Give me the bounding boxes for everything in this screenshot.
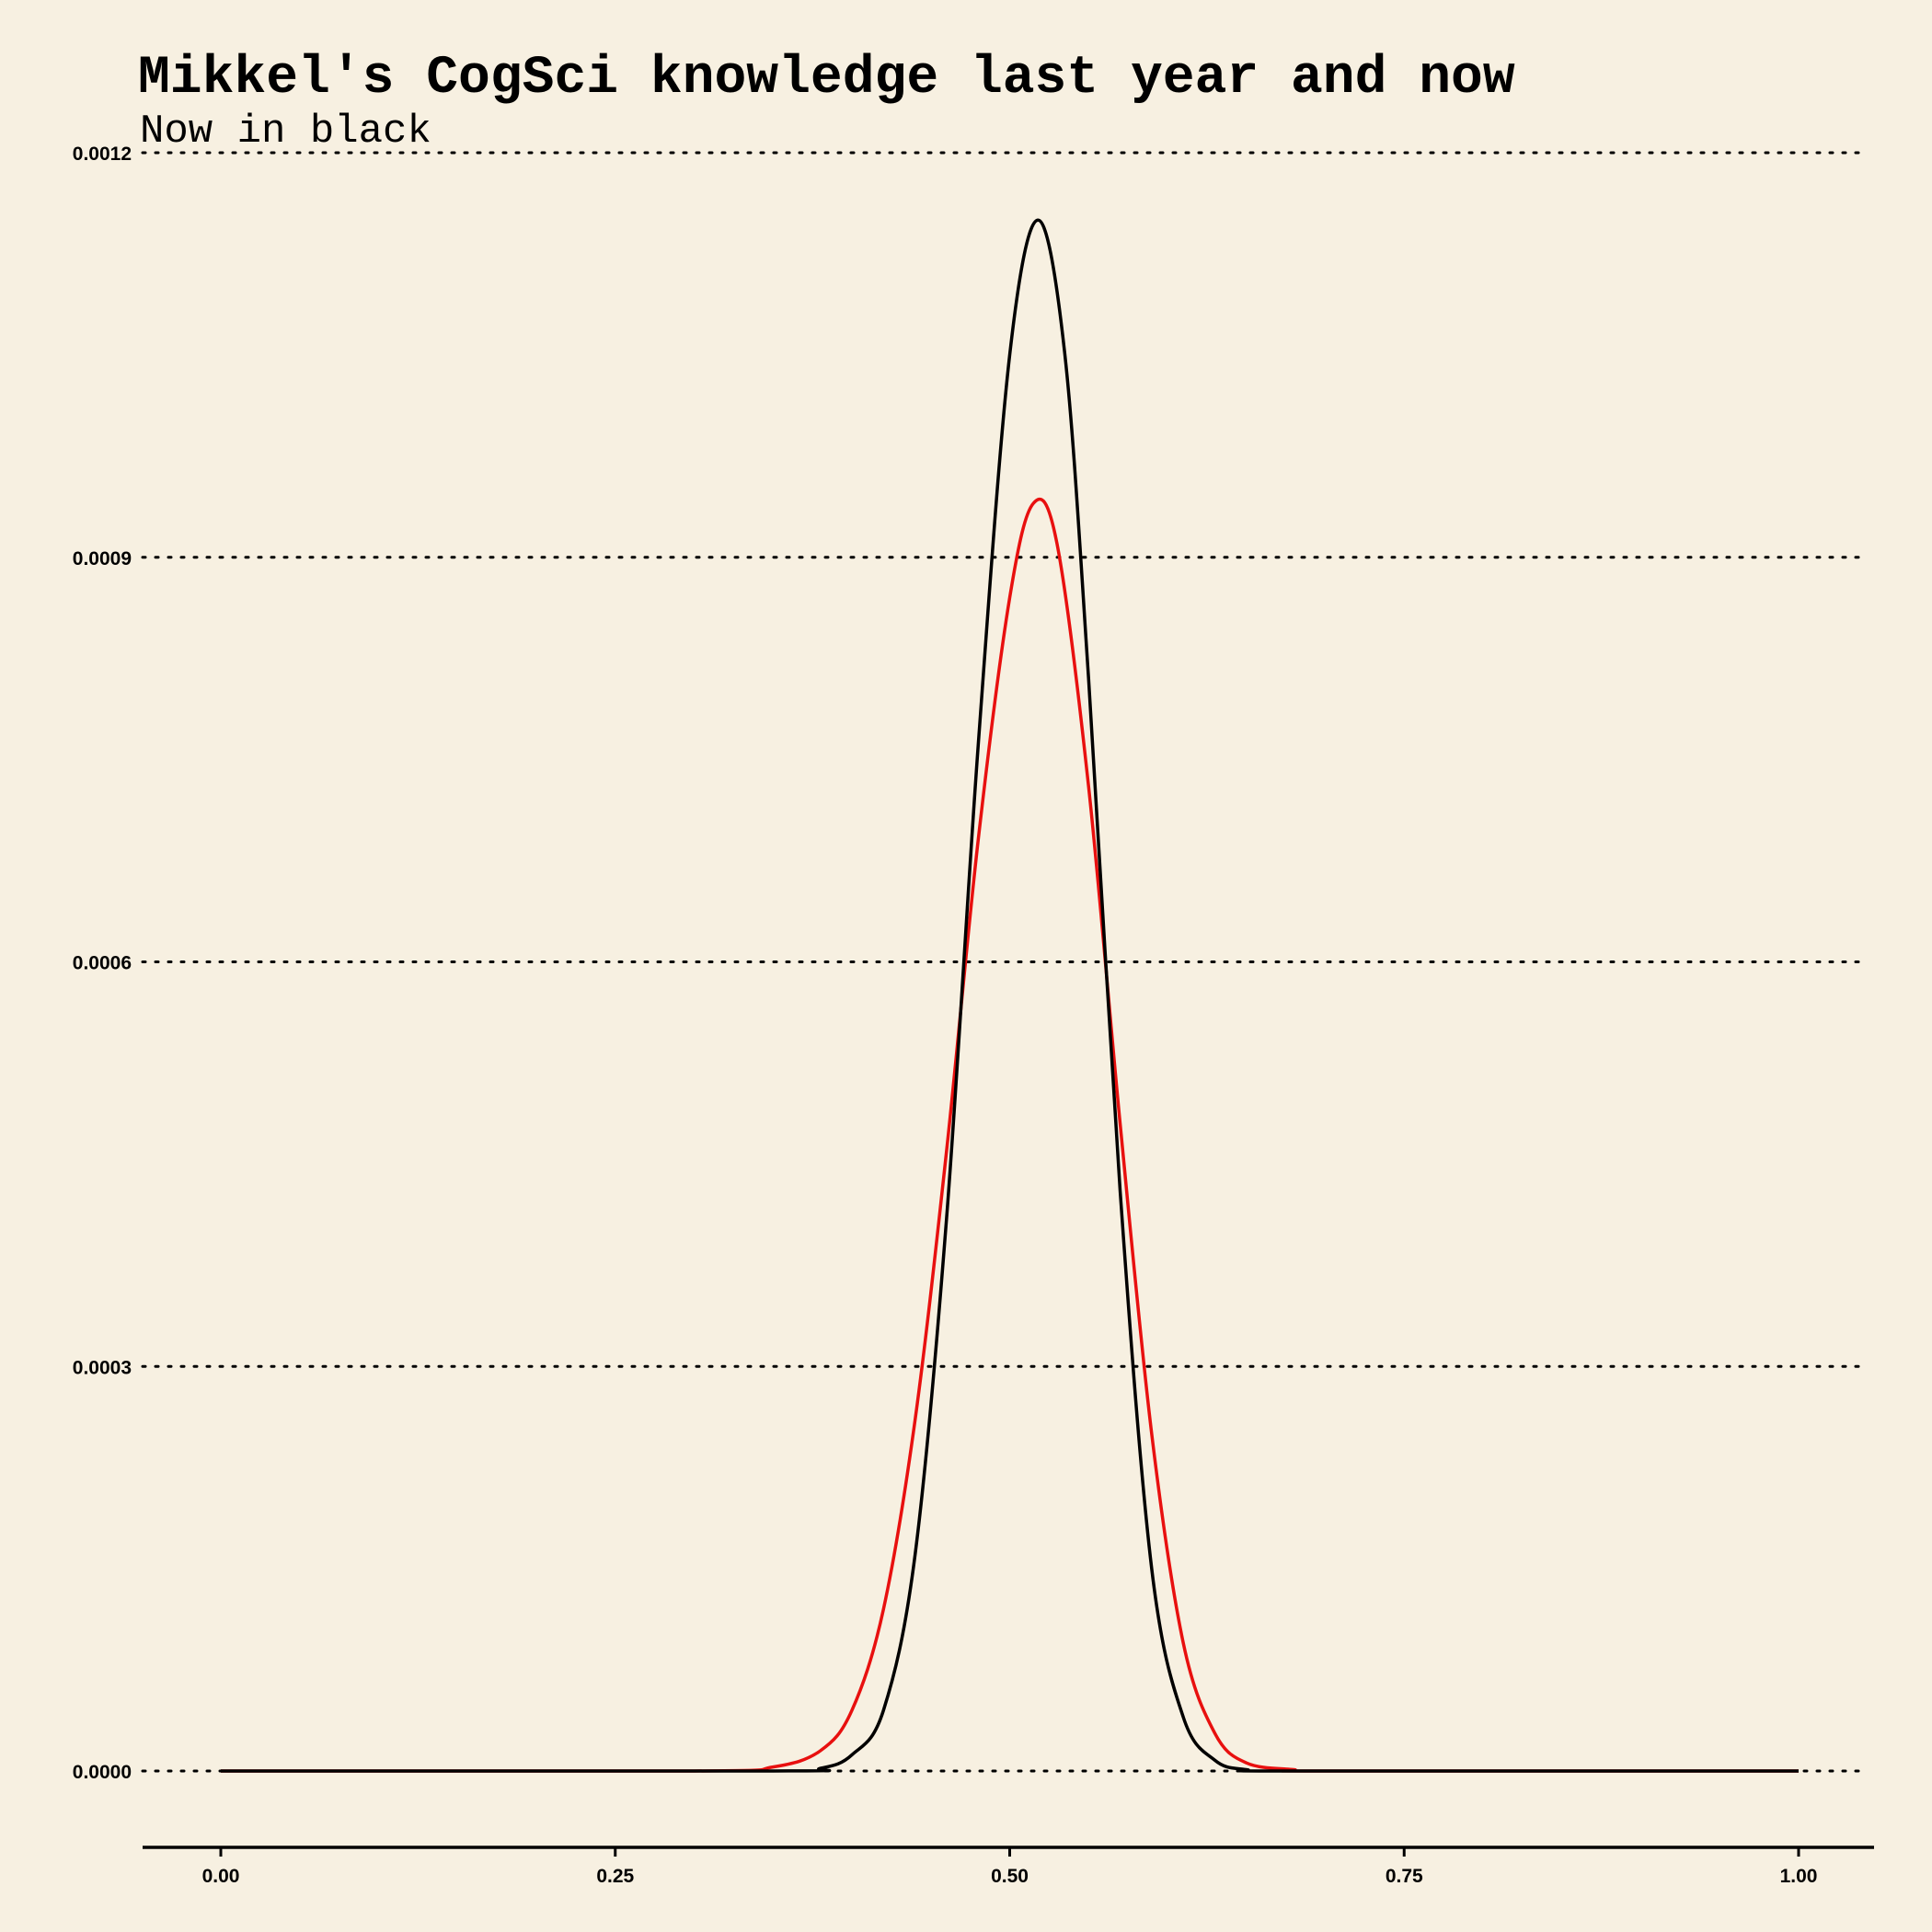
series-line-0 <box>221 498 1799 1773</box>
x-tick-label: 0.25 <box>596 1866 634 1887</box>
chart-subtitle: Now in black <box>140 109 431 155</box>
x-tick-label: 0.75 <box>1386 1866 1423 1887</box>
chart-title: Mikkel's CogSci knowledge last year and … <box>138 49 1515 109</box>
y-tick-label: 0.0009 <box>73 548 132 569</box>
y-tick-label: 0.0006 <box>73 953 132 974</box>
series-line-1 <box>221 218 1799 1773</box>
y-axis-ticks: 0.0000 0.0003 0.0006 0.0009 0.0012 <box>73 144 132 1783</box>
x-tick-label: 0.50 <box>991 1866 1029 1887</box>
x-tick-label: 1.00 <box>1780 1866 1818 1887</box>
y-tick-label: 0.0012 <box>73 144 132 165</box>
series-lines <box>221 218 1799 1773</box>
x-axis: 0.00 0.25 0.50 0.75 1.00 <box>143 1846 1874 1887</box>
y-tick-label: 0.0003 <box>73 1357 132 1378</box>
x-tick-label: 0.00 <box>202 1866 240 1887</box>
y-tick-label: 0.0000 <box>73 1762 132 1783</box>
